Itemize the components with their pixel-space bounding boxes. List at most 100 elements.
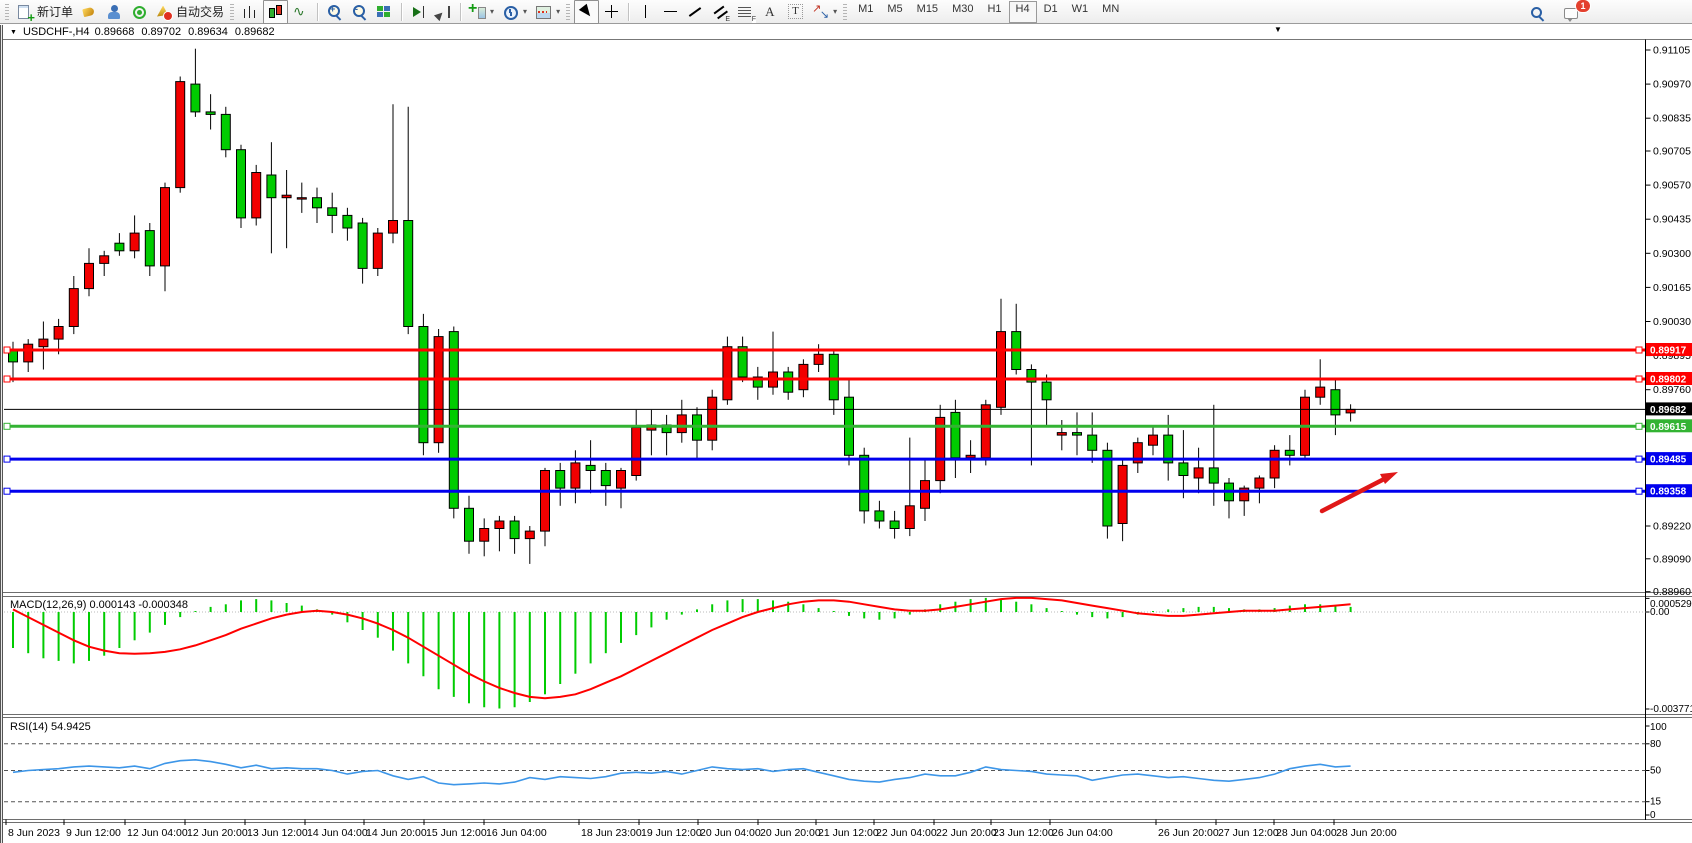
price-line-badge-label: 0.89917 (1650, 346, 1687, 357)
text-label-button[interactable] (783, 0, 808, 24)
candle-body (1148, 434, 1158, 446)
time-tick-label: 13 Jun 12:00 (247, 827, 308, 839)
fibonacci-button[interactable] (733, 0, 758, 24)
line-anchor-square[interactable] (1635, 487, 1643, 495)
price-tick-label: 0.90835 (1653, 113, 1691, 125)
timeframe-M5[interactable]: M5 (887, 2, 903, 15)
line-anchor-square[interactable] (1635, 422, 1643, 430)
candlestick-chart-icon (267, 4, 284, 20)
candle-body (266, 174, 277, 199)
price-tick-label: 0.88960 (1653, 586, 1691, 598)
candle-body (1132, 442, 1143, 464)
auto-scroll-button[interactable] (406, 0, 431, 24)
autotrading-label: 自动交易 (176, 5, 225, 19)
candle-body (1239, 487, 1250, 502)
periods-clock-icon (502, 4, 519, 20)
chart-shift-button[interactable] (431, 0, 456, 24)
zoom-in-button[interactable]: + (322, 0, 347, 24)
time-tick-label: 16 Jun 04:00 (486, 827, 547, 839)
time-tick-label: 28 Jun 20:00 (1336, 827, 1397, 839)
timeframe-H4[interactable]: H4 (1008, 0, 1037, 23)
timeframe-D1[interactable]: D1 (1043, 2, 1058, 15)
candle-body (1178, 462, 1189, 476)
timeframe-MN[interactable]: MN (1102, 2, 1120, 15)
zoom-out-button[interactable]: - (347, 0, 372, 24)
new-order-icon (17, 4, 35, 24)
candle-body (1041, 381, 1052, 401)
time-tick-label: 14 Jun 20:00 (366, 827, 427, 839)
time-axis[interactable] (0, 823, 1692, 843)
rsi-label: RSI(14) 54.9425 (10, 721, 91, 733)
tile-windows-button[interactable] (372, 0, 397, 24)
cursor-icon (578, 4, 595, 20)
candle-body (38, 338, 49, 348)
line-anchor-square[interactable] (1635, 346, 1643, 354)
candle-body (1117, 464, 1128, 524)
price-line-badge-label: 0.89802 (1650, 375, 1687, 386)
timeframe-M30[interactable]: M30 (952, 2, 974, 15)
line-anchor-square[interactable] (1635, 375, 1643, 383)
candle-body (1254, 477, 1265, 489)
periods-clock-button[interactable]: ▾ (498, 0, 531, 24)
price-tick-label: 0.90705 (1653, 146, 1691, 158)
chart-collapse-triangle-icon[interactable]: ▼ (10, 28, 17, 36)
autotrading-button[interactable]: 自动交易 (152, 0, 228, 24)
rsi-axis-label: 50 (1650, 766, 1662, 777)
dropdown-caret-icon[interactable]: ▾ (556, 7, 561, 16)
timeframe-H1[interactable]: H1 (987, 2, 1002, 15)
candle-body (1102, 449, 1113, 527)
candle-body (1072, 432, 1082, 436)
candlestick-chart-button[interactable] (263, 0, 289, 24)
line-anchor-square[interactable] (1635, 455, 1643, 463)
dropdown-caret-icon[interactable]: ▾ (523, 7, 528, 16)
text-button[interactable] (758, 0, 783, 24)
market-profile-button[interactable] (102, 0, 127, 24)
templates-button[interactable]: ▾ (531, 0, 564, 24)
crosshair-button[interactable] (599, 0, 624, 24)
new-order-button[interactable]: 新订单 (13, 0, 77, 24)
dropdown-caret-icon[interactable]: ▾ (833, 7, 838, 16)
line-anchor-square[interactable] (3, 346, 11, 354)
time-tick-label: 22 Jun 04:00 (876, 827, 937, 839)
timeframe-W1[interactable]: W1 (1071, 2, 1089, 15)
line-anchor-square[interactable] (3, 422, 11, 430)
signals-button[interactable] (127, 0, 152, 24)
time-tick-label: 15 Jun 12:00 (426, 827, 487, 839)
chart-corner-caret-icon[interactable]: ▼ (1274, 25, 1282, 34)
timeframe-M15[interactable]: M15 (916, 2, 939, 15)
cursor-button[interactable] (574, 0, 600, 24)
trend-arrow-annotation[interactable] (1319, 473, 1393, 514)
timeframe-M1[interactable]: M1 (858, 2, 874, 15)
price-tick-label: 0.90570 (1653, 180, 1691, 192)
bar-chart-button[interactable] (238, 0, 263, 24)
candle-body (342, 214, 353, 229)
line-chart-button[interactable] (288, 0, 313, 24)
arrows-shapes-button[interactable]: ▾ (808, 0, 841, 24)
line-anchor-square[interactable] (3, 487, 11, 495)
trend-arrow-head[interactable] (1380, 472, 1398, 484)
horizontal-line-icon (662, 4, 679, 20)
trendline-button[interactable] (683, 0, 708, 24)
crosshair-icon (603, 4, 620, 20)
indicators-button[interactable]: ▾ (465, 0, 498, 24)
vertical-line-button[interactable] (633, 0, 658, 24)
text-icon (762, 4, 779, 20)
equidistant-channel-button[interactable] (708, 0, 733, 24)
templates-icon (535, 4, 552, 20)
candle-body (281, 194, 292, 199)
search-button[interactable] (1524, 1, 1549, 25)
dropdown-caret-icon[interactable]: ▾ (490, 7, 495, 16)
line-anchor-square[interactable] (3, 375, 11, 383)
metaeditor-horn-button[interactable] (77, 0, 102, 24)
candle-body (464, 507, 474, 542)
indicators-icon (468, 1, 487, 20)
candle-body (950, 411, 961, 459)
horizontal-line-button[interactable] (658, 0, 683, 24)
line-anchor-square[interactable] (3, 455, 11, 463)
equidistant-channel-icon (712, 4, 730, 23)
candle-body (175, 81, 186, 189)
chat-button[interactable]: 1 (1559, 0, 1590, 25)
candle-body (1208, 467, 1219, 484)
candle-body (920, 480, 930, 509)
